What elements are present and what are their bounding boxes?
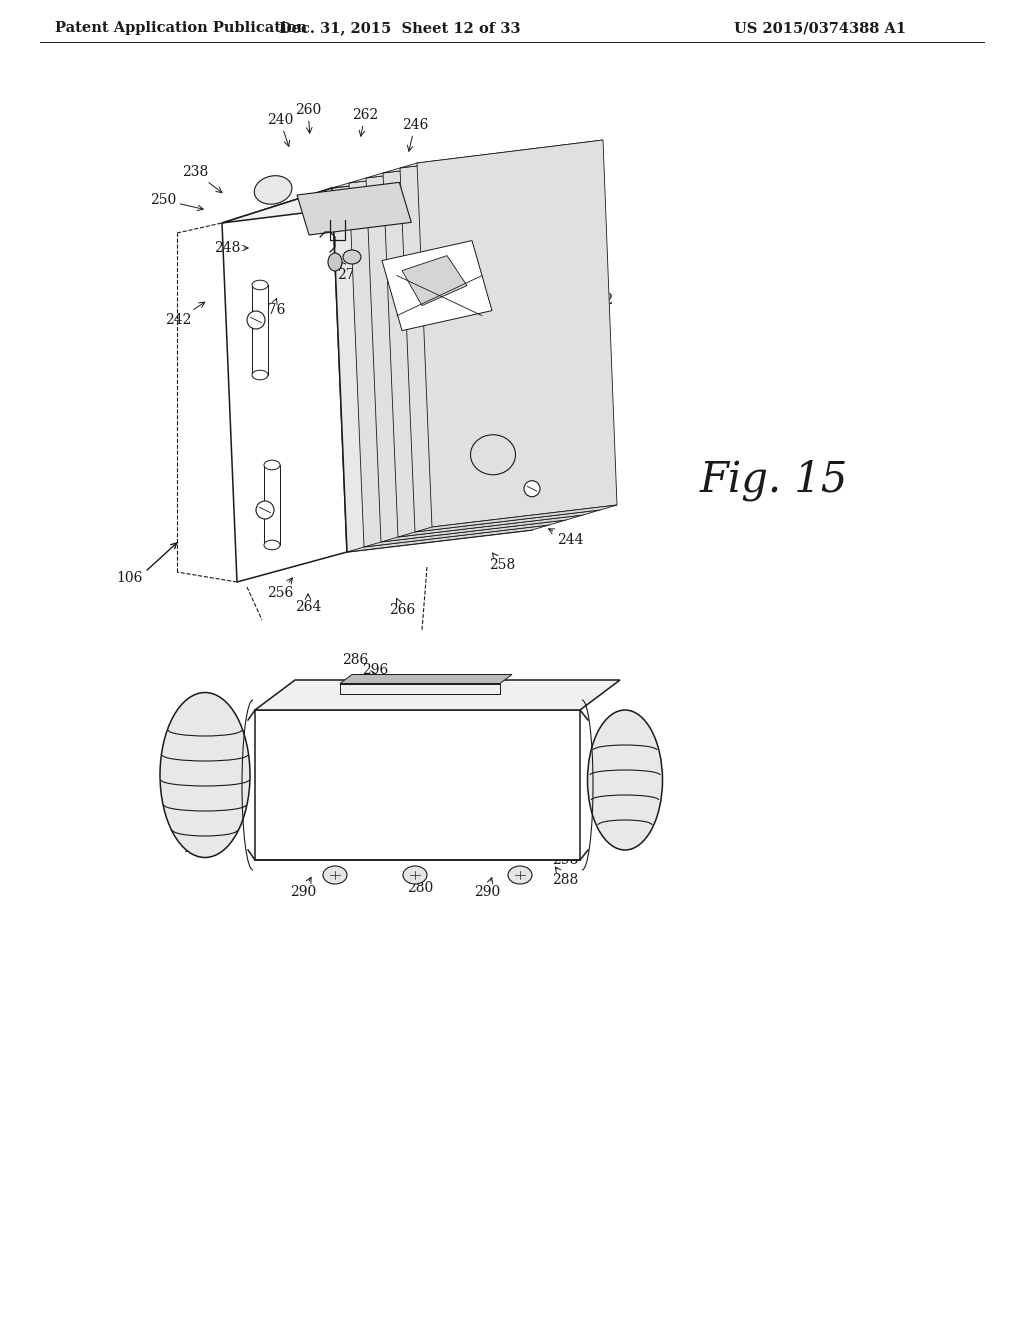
Text: 258: 258 <box>488 553 515 572</box>
Text: 240: 240 <box>267 114 293 147</box>
Text: 252: 252 <box>567 168 601 187</box>
Text: 274: 274 <box>378 264 407 285</box>
Text: 250: 250 <box>150 193 203 211</box>
Polygon shape <box>400 140 603 168</box>
Text: 262: 262 <box>352 108 378 136</box>
Polygon shape <box>366 154 566 543</box>
Ellipse shape <box>323 866 347 884</box>
Ellipse shape <box>252 280 268 290</box>
Polygon shape <box>349 160 549 546</box>
Polygon shape <box>364 520 566 546</box>
Circle shape <box>256 502 274 519</box>
Text: 280: 280 <box>407 875 433 895</box>
Text: US 2015/0374388 A1: US 2015/0374388 A1 <box>734 21 906 36</box>
Ellipse shape <box>403 866 427 884</box>
Text: 260: 260 <box>295 103 322 133</box>
Text: Dec. 31, 2015  Sheet 12 of 33: Dec. 31, 2015 Sheet 12 of 33 <box>280 21 521 36</box>
Ellipse shape <box>160 693 250 858</box>
Polygon shape <box>340 675 512 684</box>
Ellipse shape <box>264 461 280 470</box>
Ellipse shape <box>252 370 268 380</box>
Polygon shape <box>383 150 583 537</box>
Polygon shape <box>366 150 569 178</box>
Text: 244: 244 <box>549 529 584 546</box>
Bar <box>264 465 280 545</box>
Text: 246: 246 <box>401 117 428 152</box>
Text: Patent Application Publication: Patent Application Publication <box>55 21 307 36</box>
Text: 272: 272 <box>337 261 364 282</box>
Text: 284: 284 <box>611 733 643 752</box>
Polygon shape <box>222 187 347 582</box>
Text: 282: 282 <box>202 723 228 747</box>
Text: 264: 264 <box>295 594 322 614</box>
Text: 298: 298 <box>552 850 579 867</box>
Text: 253: 253 <box>509 484 536 502</box>
Polygon shape <box>382 240 492 330</box>
Bar <box>252 285 268 375</box>
Text: 270: 270 <box>355 255 385 275</box>
Polygon shape <box>398 510 600 537</box>
Ellipse shape <box>588 710 663 850</box>
Polygon shape <box>349 154 552 183</box>
Text: 238: 238 <box>182 165 222 193</box>
Ellipse shape <box>264 540 280 550</box>
Text: 110: 110 <box>182 841 209 855</box>
Ellipse shape <box>254 176 292 205</box>
Text: 286: 286 <box>342 653 385 680</box>
Polygon shape <box>381 515 583 543</box>
Polygon shape <box>297 182 412 235</box>
Polygon shape <box>332 165 532 552</box>
Polygon shape <box>222 165 518 223</box>
Polygon shape <box>332 160 535 187</box>
Polygon shape <box>347 525 549 552</box>
Ellipse shape <box>328 253 342 271</box>
Text: 256: 256 <box>267 578 293 601</box>
Ellipse shape <box>508 866 532 884</box>
Polygon shape <box>402 256 467 306</box>
Text: Fig. 15: Fig. 15 <box>700 459 848 502</box>
Text: 278: 278 <box>364 259 425 275</box>
Text: 290: 290 <box>474 878 500 899</box>
Text: 266: 266 <box>389 598 415 616</box>
Text: 252: 252 <box>571 293 613 310</box>
Ellipse shape <box>343 249 361 264</box>
Polygon shape <box>383 145 586 173</box>
Polygon shape <box>417 140 617 527</box>
Text: 296: 296 <box>361 663 392 682</box>
Text: 248: 248 <box>214 242 248 255</box>
Text: 276: 276 <box>259 298 286 317</box>
Text: 290: 290 <box>290 878 316 899</box>
Polygon shape <box>400 145 600 532</box>
Text: 288: 288 <box>552 867 579 887</box>
Circle shape <box>524 480 540 496</box>
Text: 106: 106 <box>117 572 143 585</box>
Text: 242: 242 <box>165 302 205 327</box>
Polygon shape <box>255 680 620 710</box>
Ellipse shape <box>470 434 515 475</box>
Polygon shape <box>255 710 580 861</box>
Circle shape <box>247 312 265 329</box>
Polygon shape <box>415 506 617 532</box>
